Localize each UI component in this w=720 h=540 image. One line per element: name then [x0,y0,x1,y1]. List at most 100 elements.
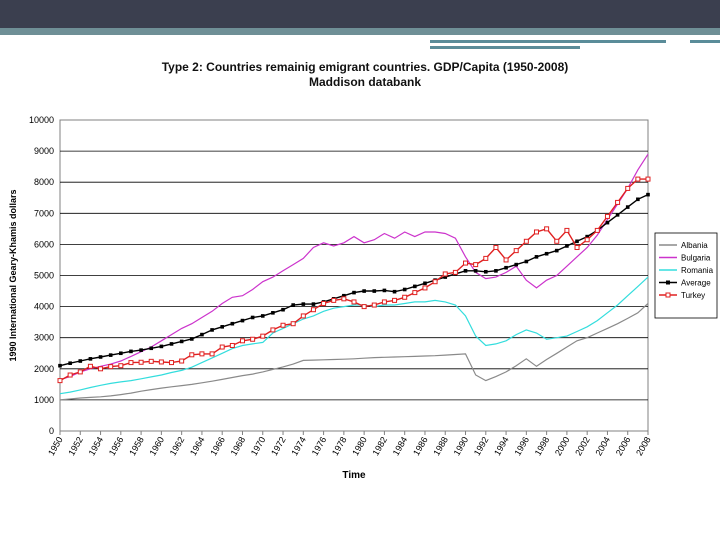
y-tick-label: 5000 [34,271,54,281]
data-point-average [494,269,498,273]
data-point-average [139,348,143,352]
y-axis-label: 1990 International Geary-Khamis dollars [8,189,18,361]
data-point-turkey [371,302,377,308]
x-tick-label: 1982 [370,435,389,457]
data-point-turkey [381,299,387,305]
x-tick-label: 1988 [431,435,450,457]
data-point-average [362,289,366,293]
data-point-average [281,307,285,312]
data-point-average [342,293,346,298]
data-point-average [210,328,214,332]
data-point-turkey [594,227,600,233]
data-point-turkey [523,238,529,244]
x-tick-label: 1960 [147,435,166,457]
x-tick-label: 1964 [188,435,207,457]
decorative-line-2 [430,46,580,49]
x-tick-label: 1954 [87,435,106,457]
data-point-average [291,303,295,307]
data-point-turkey [270,327,276,333]
data-point-turkey [493,245,499,251]
data-point-average [575,239,579,244]
data-point-turkey [351,299,357,305]
data-point-average [352,290,356,295]
y-tick-label: 0 [49,426,54,436]
data-point-average [423,281,427,286]
legend-marker-average [666,280,670,285]
data-point-average [514,262,519,267]
data-point-turkey [300,313,306,319]
data-point-average [149,346,154,351]
x-tick-label: 1994 [492,435,511,457]
x-tick-label: 1992 [472,435,491,457]
data-point-average [565,244,569,248]
data-point-average [260,314,265,318]
data-point-turkey [239,338,245,344]
data-point-average [544,251,549,256]
data-point-turkey [645,176,651,182]
data-point-turkey [189,352,195,358]
data-point-average [646,192,650,197]
data-point-average [88,357,93,361]
data-point-average [473,269,478,273]
data-point-average [220,325,225,329]
data-point-average [413,284,417,289]
chart-title-block: Type 2: Countries remainig emigrant coun… [130,60,600,90]
data-point-turkey [635,176,641,182]
data-point-turkey [280,322,286,328]
data-point-turkey [209,351,215,357]
data-point-average [301,302,306,306]
data-point-turkey [229,342,235,348]
data-point-turkey [533,229,539,235]
data-point-average [68,361,72,366]
data-point-turkey [250,336,256,342]
data-point-turkey [87,363,93,369]
legend-label-turkey: Turkey [681,291,705,300]
chart-subtitle: Maddison databank [308,75,421,89]
x-tick-label: 1978 [330,435,349,457]
data-point-turkey [310,307,316,313]
x-tick-label: 1980 [350,435,369,457]
data-point-turkey [118,363,124,369]
y-tick-label: 1000 [34,395,54,405]
data-point-average [392,289,397,294]
data-point-turkey [544,226,550,232]
x-tick-label: 1970 [249,435,268,457]
data-point-average [108,353,113,357]
data-point-turkey [554,238,560,244]
legend-label-albania: Albania [681,241,708,250]
data-point-average [636,197,640,202]
slide-header-bar [0,0,720,28]
x-tick-label: 1950 [46,435,65,457]
data-point-turkey [402,294,408,300]
x-tick-label: 2006 [614,435,633,457]
data-point-turkey [331,297,337,303]
series-line-romania [59,276,649,395]
x-tick-label: 1952 [66,435,85,457]
y-tick-label: 7000 [34,208,54,218]
data-point-average [463,269,468,273]
data-point-average [129,349,133,354]
data-point-average [372,289,377,293]
x-tick-label: 1986 [411,435,430,457]
data-point-turkey [179,358,185,364]
x-tick-label: 1974 [289,435,308,457]
data-point-turkey [138,359,144,365]
data-point-turkey [584,237,590,243]
data-point-average [119,351,123,356]
data-point-average [169,342,174,346]
data-point-turkey [128,360,134,366]
data-point-average [605,220,610,225]
data-point-turkey [473,262,479,268]
data-point-turkey [219,344,225,350]
data-point-average [311,302,316,306]
x-tick-label: 1968 [229,435,248,457]
data-point-turkey [169,360,175,366]
x-tick-label: 2002 [573,435,592,457]
data-point-turkey [108,364,114,370]
legend-box [654,232,718,319]
data-point-average [402,287,407,292]
y-tick-label: 6000 [34,239,54,249]
legend-label-average: Average [681,279,711,288]
data-point-average [271,311,275,315]
data-point-average [230,321,235,326]
